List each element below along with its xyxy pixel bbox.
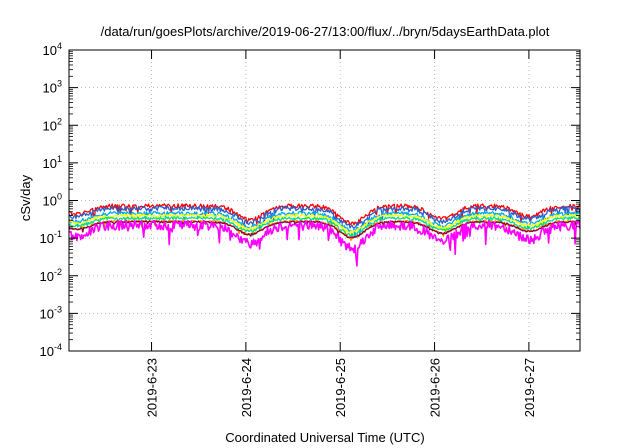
- x-tick-label: 2019-6-23: [145, 358, 160, 417]
- series-group: [68, 203, 581, 267]
- y-tick-label: 102: [43, 116, 62, 133]
- series-line: [68, 219, 581, 267]
- y-tick-label: 10-4: [40, 342, 62, 359]
- x-tick-label: 2019-6-25: [333, 358, 348, 417]
- x-tick-label: 2019-6-26: [428, 358, 443, 417]
- y-tick-label: 104: [43, 41, 62, 58]
- x-tick-label: 2019-6-27: [522, 358, 537, 417]
- y-tick-label: 103: [43, 79, 62, 96]
- series-line: [68, 216, 581, 237]
- chart-title: /data/run/goesPlots/archive/2019-06-27/1…: [101, 24, 550, 39]
- y-axis-label: cSv/day: [18, 174, 33, 221]
- y-tick-label: 100: [43, 192, 62, 209]
- series-line: [68, 210, 581, 238]
- series-line: [68, 205, 581, 229]
- x-tick-label: 2019-6-24: [239, 358, 254, 417]
- y-tick-label: 101: [43, 154, 62, 171]
- grid: [69, 50, 580, 351]
- y-tick-label: 10-2: [40, 267, 62, 284]
- y-ticks: 10-4 10-3 10-2 10-1 100 101 102 103 104: [40, 41, 580, 359]
- x-axis-label: Coordinated Universal Time (UTC): [225, 430, 424, 445]
- series-line: [68, 203, 581, 226]
- x-ticks: 2019-6-23 2019-6-24 2019-6-25 2019-6-26 2019…: [145, 50, 537, 417]
- y-tick-label: 10-1: [40, 229, 62, 246]
- y-tick-label: 10-3: [40, 304, 62, 321]
